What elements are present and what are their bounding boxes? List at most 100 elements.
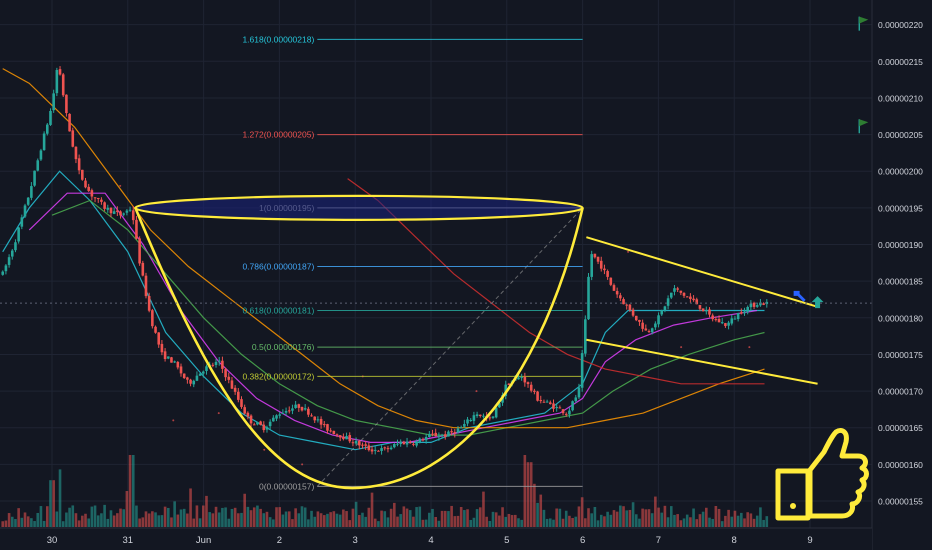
fib-level-label: 1.618(0.00000218) [242,34,314,44]
candle-body [634,315,638,321]
candle-body [619,295,622,299]
candle-body [96,197,100,200]
volume-bar [634,514,638,527]
candle-body [593,253,597,258]
volume-bar [453,516,457,527]
volume-bar [307,519,310,527]
volume-bar [77,520,81,527]
volume-bar [23,512,27,527]
candle-body [93,197,97,199]
candle-body [584,319,587,354]
candle-body [590,254,593,277]
candle-body [287,410,291,412]
volume-bar [243,493,246,527]
candle-body [650,328,654,333]
candle-body [7,257,11,265]
candle-body [609,277,613,285]
volume-bar [552,519,555,527]
cup-and-handle-drawing[interactable] [0,194,872,490]
volume-bar [208,512,211,527]
volume-bar [555,508,558,527]
candle-body [705,310,708,312]
candle-body [437,436,441,438]
candle-body [316,419,320,421]
candle-body [319,418,323,425]
volume-bar [370,492,374,527]
time-tick-label: 3 [353,535,358,546]
volume-bar [71,505,75,527]
volume-bar [663,505,667,527]
volume-bar [475,509,479,527]
candle-body [443,434,447,437]
candle-body [561,409,565,414]
volume-bar [122,509,126,527]
volume-bar [144,511,148,527]
volume-bar [542,509,546,527]
thumb-hand [807,427,869,519]
volume-bar [131,455,135,527]
time-axis[interactable]: 30 31 Jun 2 3 4 5 6 7 8 9 [0,527,872,550]
candle-body [227,376,231,380]
candle-body [65,94,68,114]
candle-body [182,373,186,379]
candle-body [370,449,374,452]
candle-body [294,404,297,408]
candle-body [386,448,390,450]
candle-body [408,441,412,444]
price-tick-label: 0.00000185 [878,277,923,287]
candle-body [252,424,256,426]
chart-markers[interactable] [793,16,869,309]
volume-bar [520,519,523,527]
candle-body [657,315,660,325]
volume-bar [587,508,590,527]
candle-body [144,275,148,297]
candle-body [542,401,546,403]
price-axis[interactable]: 0.00000155 0.00000160 0.00000165 0.00000170… [871,0,932,550]
volume-bar [160,515,164,527]
volume-bar [574,516,578,527]
volume-bar [58,469,62,527]
volume-bar [485,516,488,527]
candle-body [246,412,250,417]
volume-bar [240,512,243,527]
volume-bar [708,517,711,527]
time-tick-label: 7 [656,535,661,546]
candle-body [491,416,495,418]
volume-bar [705,507,708,527]
volume-bar [96,515,100,527]
candle-body [326,424,329,431]
volume-bar [628,509,632,527]
grid-lines [0,0,872,528]
volume-bar [447,511,450,527]
volume-bar [399,514,402,527]
volume-bar [211,513,215,527]
volume-bar [230,508,234,527]
volume-bar [361,512,364,527]
candle-body [641,322,644,329]
candle-body [663,306,667,311]
fib-level-label: 0.5(0.00000176) [252,342,315,352]
candle-body [131,210,135,221]
candle-body [249,415,253,424]
candle-body [211,364,215,366]
volume-bar [405,508,409,527]
candle-body [660,310,664,315]
volume-bar [141,517,145,527]
sar-dot [301,463,304,466]
volume-bar [90,506,94,527]
candle-body [4,265,8,272]
volume-bar [310,510,313,527]
volume-bar [1,521,5,527]
candle-body [727,322,730,326]
volume-bar [682,518,686,527]
volume-bar [765,516,769,527]
candle-body [17,227,20,242]
volume-bar [549,518,552,527]
volume-bar [428,512,431,527]
candle-body [147,295,151,311]
candle-body [450,431,453,433]
candle-body [163,351,167,360]
candle-body [421,439,425,441]
volume-bar [348,520,352,527]
candle-body [357,441,361,446]
